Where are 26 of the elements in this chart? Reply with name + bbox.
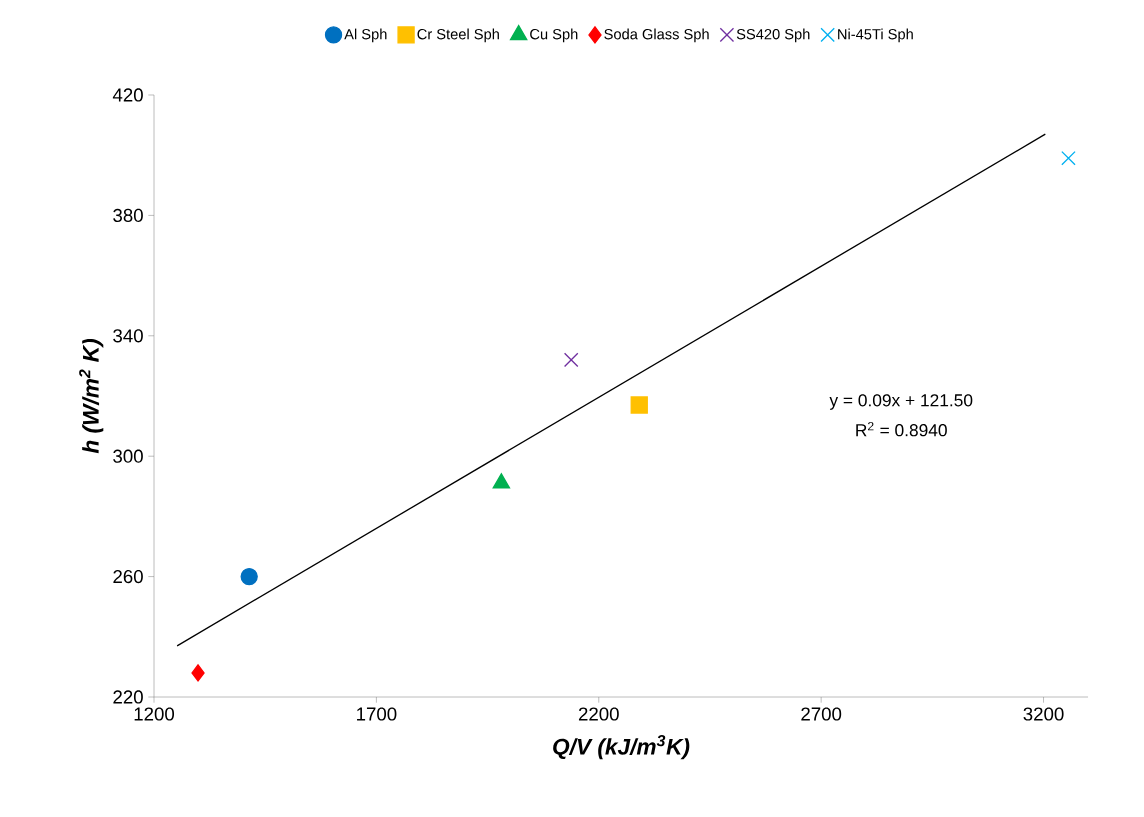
x-tick-label: 2200: [578, 707, 619, 721]
x-tick-label: 1700: [357, 707, 397, 721]
legend-label: Ni-45Ti Sph: [838, 28, 913, 43]
point: [240, 567, 258, 586]
x-tick-label: 1200: [134, 707, 175, 721]
x-axis-title: Q/V (kJ/m$^{3}$K): [553, 735, 690, 760]
x-tick-label: 2700: [801, 707, 842, 721]
legend-label: Cu Sph: [530, 28, 578, 43]
point: [630, 396, 648, 414]
x-tick-label: 3200: [1023, 707, 1064, 721]
y-tick-label: 220: [113, 690, 143, 704]
point: [563, 352, 579, 368]
legend-label: Al Sph: [344, 28, 387, 43]
annotation: R$^{2}$ = 0.8940: [856, 421, 947, 437]
y-tick-label: 340: [113, 329, 143, 343]
point: [1061, 150, 1076, 166]
legend-label: Soda Glass Sph: [604, 28, 709, 43]
legend-label: Cr Steel Sph: [417, 28, 499, 43]
y-tick-label: 380: [113, 208, 143, 223]
annotation: y = 0.09x + 121.50: [829, 394, 973, 410]
y-axis-title: h (W/m$^{2}$ K): [79, 339, 104, 454]
y-tick-label: 300: [113, 449, 143, 463]
point: [191, 664, 205, 682]
y-tick-label: 420: [112, 88, 143, 102]
y-tick-label: 260: [113, 569, 143, 584]
legend-label: SS420 Sph: [736, 28, 810, 43]
